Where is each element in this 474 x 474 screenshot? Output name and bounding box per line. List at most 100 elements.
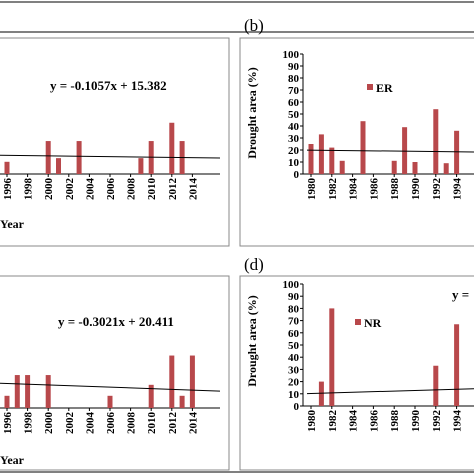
- left-top-x-tick-label: 2002: [64, 178, 76, 201]
- left-bottom-x-tick-label: 1998: [23, 412, 35, 435]
- d-x-tick-label: 1984: [348, 410, 360, 433]
- left-bottom-bar: [107, 395, 113, 408]
- left-bottom-x-tick-label: 2006: [105, 412, 117, 435]
- legend-b-text: ER: [376, 81, 393, 95]
- d-y-tick-label: 10: [288, 389, 300, 401]
- left-bottom-bar: [148, 384, 154, 408]
- left-bottom-bar: [45, 375, 51, 408]
- b-x-tick-label: 1992: [431, 178, 443, 201]
- b-bar: [454, 130, 460, 174]
- left-bottom-x-tick-label: 2004: [84, 412, 96, 435]
- b-x-tick-label: 1994: [452, 178, 464, 201]
- legend-d-swatch: [355, 319, 361, 325]
- b-y-tick-label: 80: [288, 73, 300, 85]
- ylabel-b: Drought area (%): [245, 67, 259, 159]
- panel-left-bottom-frame: [0, 275, 230, 471]
- b-y-tick-label: 20: [288, 145, 300, 157]
- left-top-x-tick-label: 2000: [43, 178, 55, 201]
- left-top-bar: [138, 158, 144, 174]
- b-y-tick-label: 0: [294, 169, 300, 181]
- d-x-tick-label: 1986: [368, 410, 380, 433]
- legend-d-text: NR: [364, 316, 382, 330]
- d-y-tick-label: 100: [283, 279, 300, 291]
- b-y-tick-label: 10: [288, 157, 300, 169]
- b-x-tick-label: 1990: [410, 178, 422, 201]
- left-top-x-tick-label: 2010: [146, 178, 158, 201]
- left-top-x-tick-label: 2012: [167, 178, 179, 201]
- left-bottom-bar: [25, 375, 31, 408]
- b-x-tick-label: 1986: [368, 178, 380, 201]
- left-top-x-tick-label: 2008: [126, 178, 138, 201]
- left-top-bar: [76, 141, 82, 174]
- b-y-tick-label: 70: [288, 85, 300, 97]
- left-bottom-bar: [189, 355, 195, 408]
- equation-left-top: y = -0.1057x + 15.382: [50, 78, 167, 93]
- left-bottom-bar: [169, 355, 175, 408]
- b-bar: [360, 121, 366, 174]
- d-trend-line: [306, 388, 474, 395]
- left-bottom-x-tick-label: 2014: [187, 412, 199, 435]
- left-bottom-x-tick-label: 2010: [146, 412, 158, 435]
- d-y-tick-label: 40: [288, 352, 300, 364]
- b-x-tick-label: 1980: [306, 178, 318, 201]
- d-bar: [454, 324, 460, 406]
- left-top-bar: [45, 141, 51, 174]
- left-top-x-tick-label: 2006: [105, 178, 117, 201]
- panel-b-frame: [239, 37, 474, 247]
- d-x-tick-label: 1990: [410, 410, 422, 433]
- equation-left-bottom: y = -0.3021x + 20.411: [58, 314, 174, 329]
- d-y-tick-label: 70: [288, 316, 300, 328]
- panel-d-frame: [239, 275, 474, 471]
- b-bar: [391, 160, 397, 174]
- b-y-tick-label: 30: [288, 133, 300, 145]
- left-top-bar: [4, 161, 10, 174]
- panel-d-label: (d): [244, 255, 264, 274]
- legend-b-swatch: [367, 84, 373, 90]
- d-x-tick-label: 1988: [389, 410, 401, 433]
- d-y-tick-label: 50: [288, 340, 300, 352]
- left-bottom-x-tick-label: 1996: [2, 412, 14, 435]
- left-top-x-tick-label: 1998: [23, 178, 35, 201]
- b-bar: [433, 109, 439, 174]
- b-y-tick-label: 50: [288, 109, 300, 121]
- xlabel-left-bottom: Year: [0, 453, 25, 467]
- left-top-x-tick-label: 1996: [2, 178, 14, 201]
- left-bottom-bar: [14, 375, 20, 408]
- left-top-x-tick-label: 2004: [84, 178, 96, 201]
- b-y-tick-label: 100: [283, 49, 300, 61]
- d-y-tick-label: 80: [288, 303, 300, 315]
- left-bottom-x-tick-label: 2000: [43, 412, 55, 435]
- xlabel-left-top: Year: [0, 217, 25, 231]
- left-bottom-x-tick-label: 2008: [126, 412, 138, 435]
- left-bottom-bar: [4, 395, 10, 408]
- b-x-tick-label: 1988: [389, 178, 401, 201]
- b-trend-line: [306, 149, 474, 153]
- b-bar: [412, 162, 418, 174]
- b-bar: [443, 163, 449, 174]
- left-top-x-tick-label: 2014: [187, 178, 199, 201]
- panel-left-top-frame: [0, 37, 230, 247]
- d-bar: [329, 308, 335, 406]
- left-top-bar: [169, 122, 175, 174]
- d-y-tick-label: 90: [288, 291, 300, 303]
- left-bottom-bar: [179, 395, 185, 408]
- b-y-tick-label: 60: [288, 97, 300, 109]
- d-y-tick-label: 60: [288, 328, 300, 340]
- d-y-tick-label: 20: [288, 377, 300, 389]
- d-x-tick-label: 1982: [327, 410, 339, 433]
- b-bar: [318, 134, 324, 174]
- d-y-tick-label: 0: [294, 401, 300, 413]
- panel-b-label: (b): [244, 16, 264, 35]
- d-y-tick-label: 30: [288, 364, 300, 376]
- equation-d-partial: y =: [452, 287, 469, 302]
- d-bar: [318, 381, 324, 406]
- left-bottom-x-tick-label: 2002: [64, 412, 76, 435]
- b-bar: [339, 160, 345, 174]
- b-bar: [329, 147, 335, 174]
- b-x-tick-label: 1984: [348, 178, 360, 201]
- b-bar: [402, 127, 408, 174]
- d-x-tick-label: 1992: [431, 410, 443, 433]
- d-bar: [433, 365, 439, 406]
- left-bottom-trend-line: [0, 382, 221, 392]
- left-top-trend-line: [0, 154, 221, 159]
